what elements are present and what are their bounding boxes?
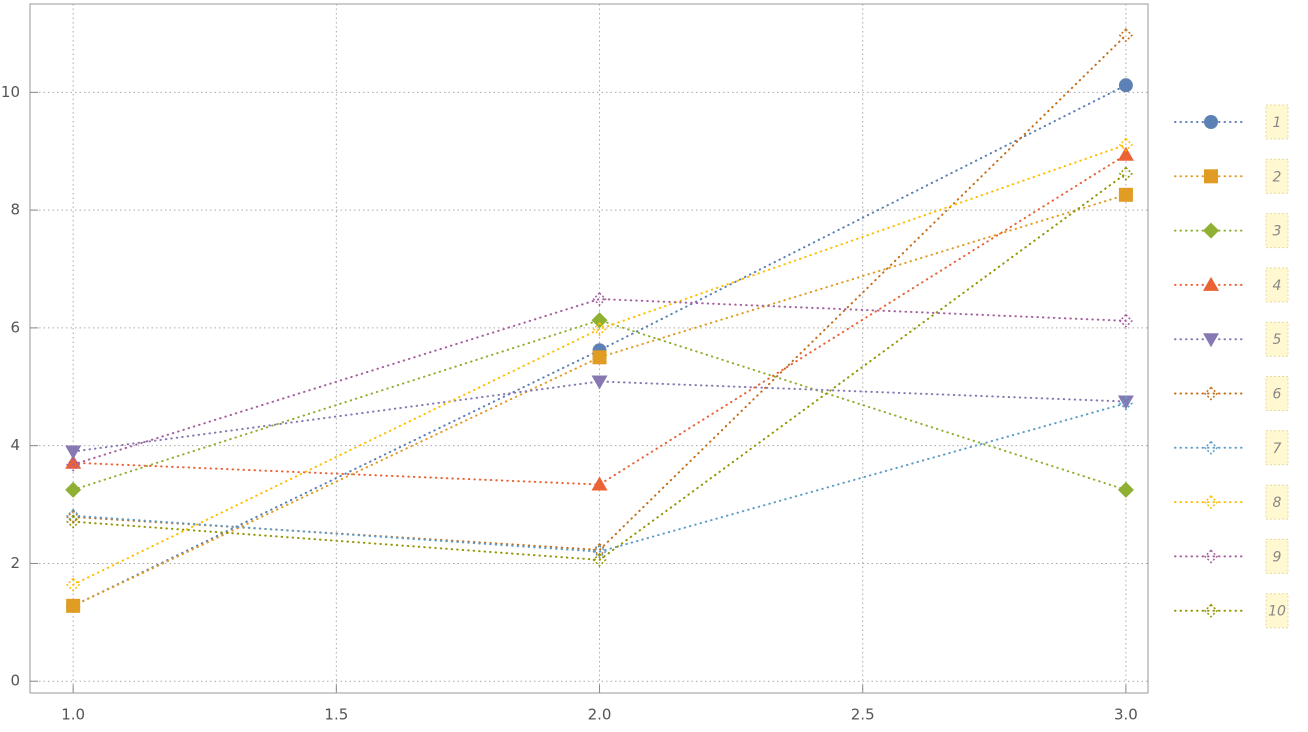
marker	[1118, 137, 1133, 152]
legend-box	[1265, 484, 1289, 520]
legend-box	[1265, 267, 1289, 303]
series-line	[72, 153, 1127, 486]
y-tick-label: 2	[10, 554, 20, 572]
legend-box	[1265, 104, 1289, 140]
marker	[592, 291, 607, 307]
x-tick-label: 3.0	[1114, 706, 1138, 724]
legend-item: 5	[1174, 321, 1289, 357]
legend-label: 9	[1273, 549, 1282, 565]
legend-label: 8	[1273, 495, 1282, 511]
legend-marker	[1203, 222, 1219, 239]
x-tick-label: 1.5	[324, 706, 348, 724]
legend-label: 4	[1273, 278, 1282, 294]
legend-label: 1	[1273, 115, 1282, 131]
legend-marker	[1203, 603, 1219, 618]
legend-label: 10	[1268, 604, 1286, 620]
legend-label: 7	[1273, 441, 1282, 457]
legend-label: 3	[1273, 224, 1282, 240]
legend-marker	[1203, 276, 1219, 291]
marker	[592, 542, 607, 557]
legend-item: 9	[1174, 538, 1289, 574]
legend-box	[1265, 376, 1289, 411]
legend-box	[1265, 158, 1289, 194]
legend-item: 4	[1174, 267, 1289, 303]
y-tick-label: 4	[10, 436, 20, 454]
marker	[591, 312, 608, 329]
marker	[65, 445, 82, 460]
series-line	[72, 143, 1127, 586]
y-tick-label: 6	[10, 318, 20, 336]
legend-marker	[1203, 549, 1219, 564]
marker	[65, 454, 82, 469]
marker	[592, 322, 607, 337]
legend-box	[1265, 213, 1289, 249]
legend-label: 2	[1273, 169, 1282, 185]
legend-box	[1265, 430, 1289, 466]
marker	[66, 514, 81, 529]
y-tick-label: 8	[10, 201, 20, 219]
legend-marker	[1203, 440, 1219, 455]
legend-box	[1265, 593, 1289, 629]
marker	[1118, 187, 1133, 202]
x-tick-label: 2.5	[851, 706, 875, 724]
marker	[592, 350, 607, 365]
marker	[1117, 146, 1134, 161]
legend-item: 1	[1174, 104, 1289, 140]
x-tick-label: 2.0	[588, 706, 612, 724]
series-line	[72, 84, 1127, 607]
plot-frame	[29, 3, 1149, 694]
marker	[592, 552, 607, 567]
legend-box	[1265, 321, 1289, 357]
x-tick-label: 1.0	[61, 706, 85, 724]
legend-item: 10	[1174, 593, 1289, 629]
marker	[66, 509, 81, 524]
legend-item: 2	[1174, 158, 1289, 194]
y-tick-label: 0	[10, 672, 20, 690]
y-tick-label: 10	[1, 83, 20, 101]
marker	[1118, 28, 1133, 43]
legend-item: 8	[1174, 484, 1289, 520]
legend-marker	[1203, 386, 1219, 401]
legend-marker	[1203, 333, 1219, 348]
legend-label: 5	[1273, 332, 1282, 348]
marker	[1118, 396, 1133, 411]
marker	[1117, 395, 1134, 410]
series-line	[72, 402, 1127, 553]
legend-marker	[1204, 115, 1218, 129]
marker	[65, 481, 82, 498]
legend-item: 6	[1174, 376, 1289, 411]
marker	[1118, 166, 1133, 181]
marker	[66, 457, 81, 472]
legend-item: 3	[1174, 213, 1289, 249]
marker	[1118, 313, 1133, 328]
series-line	[72, 298, 1127, 466]
marker	[591, 476, 608, 491]
legend-marker	[1203, 495, 1219, 510]
series-line	[72, 380, 1127, 453]
marker	[66, 577, 81, 592]
legend-label: 6	[1273, 387, 1282, 403]
legend-box	[1265, 538, 1289, 574]
marker	[591, 375, 608, 390]
marker	[66, 598, 81, 613]
marker	[1118, 78, 1133, 93]
legend-item: 7	[1174, 430, 1289, 466]
series-line	[72, 172, 1127, 561]
marker	[592, 544, 607, 559]
legend-marker	[1204, 169, 1218, 184]
marker	[1117, 481, 1134, 498]
